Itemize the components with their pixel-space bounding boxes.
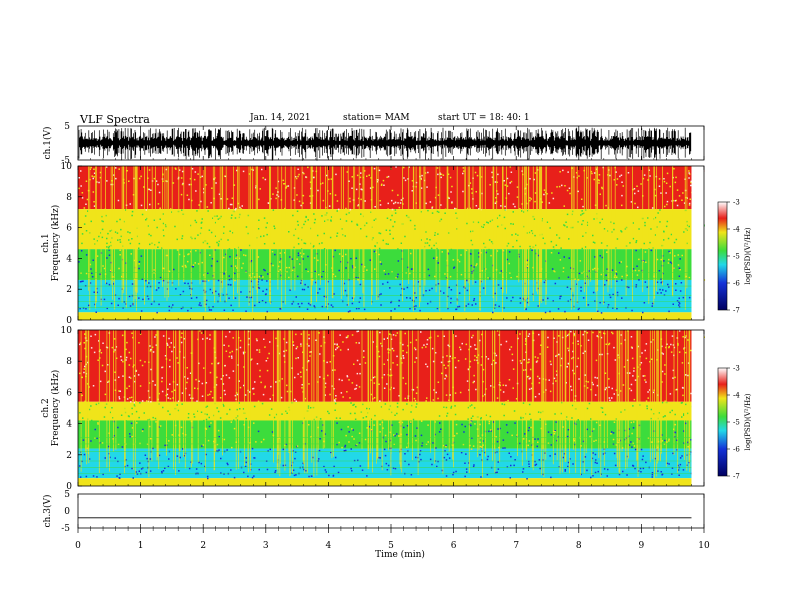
colorbar-tick-label: -4	[733, 392, 740, 400]
xtick-label: 7	[513, 541, 519, 551]
ytick-label: 0	[66, 316, 72, 326]
ch3-ytick-label: -5	[61, 524, 70, 534]
ch2-spectrogram-panel: 0 2 4 6 8 10 ch.2 Frequency (kHz)	[41, 326, 705, 492]
ch1-colorbar-ticks: -3 -4 -5 -6 -7	[727, 199, 740, 315]
ytick-label: 8	[66, 193, 72, 203]
band-yellow	[78, 209, 704, 250]
no-data-region	[691, 166, 704, 320]
speckle-blue	[78, 249, 705, 314]
ytick-label: 6	[66, 388, 72, 398]
station-label: station= MAM	[343, 113, 410, 123]
ytick-label: 2	[66, 451, 72, 461]
colorbar-tick-label: -3	[733, 199, 740, 207]
xtick-label: 3	[263, 541, 269, 551]
x-axis-label: Time (min)	[375, 549, 425, 560]
ch3-ytick-label: 5	[64, 490, 70, 500]
colorbar-tick-label: -3	[733, 365, 740, 373]
xtick-label: 9	[639, 541, 645, 551]
ch2-spectrogram-ylabel-channel: ch.2	[41, 398, 51, 417]
xtick-label: 2	[200, 541, 206, 551]
xtick-label: 5	[388, 541, 394, 551]
sferic-streaks	[88, 166, 688, 313]
ch1-colorbar-label: log(PSD)(V²/Hz)	[744, 227, 752, 284]
ch1-waveform-ytick-label: 5	[64, 122, 70, 132]
ch1-spectrogram-ylabel-channel: ch.1	[41, 233, 51, 252]
ch1-spectrogram-panel: 0 2 4 6 8 10 ch.1 Frequency (kHz)	[41, 162, 706, 326]
ch3-waveform-ylabel: ch.3(V)	[42, 495, 53, 528]
ytick-label: 10	[61, 326, 73, 336]
ch1-spectrogram-ylabel-frequency: Frequency (kHz)	[50, 205, 61, 282]
ch2-spectrogram-ylabel-frequency: Frequency (kHz)	[50, 370, 61, 447]
ch2-colorbar-ticks: -3 -4 -5 -6 -7	[727, 365, 740, 481]
ytick-label: 0	[66, 482, 72, 492]
start-time-label: start UT = 18: 40: 1	[438, 113, 530, 123]
sferic-streaks	[80, 330, 691, 479]
colorbar-tick-label: -7	[733, 473, 740, 481]
xtick-label: 1	[138, 541, 144, 551]
narrowband-lines	[78, 272, 704, 308]
narrowband-lines	[78, 437, 704, 474]
no-data-region	[691, 330, 704, 486]
ch2-colorbar-gradient-bar	[717, 367, 728, 477]
ch1-waveform-trace	[78, 127, 692, 161]
ch1-colorbar: -3 -4 -5 -6 -7 log(PSD)(V²/Hz)	[717, 199, 752, 315]
date-label: Jan. 14, 2021	[250, 113, 311, 123]
xtick-label: 4	[326, 541, 332, 551]
ch2-colorbar: -3 -4 -5 -6 -7 log(PSD)(V²/Hz)	[717, 365, 752, 481]
colorbar-tick-label: -7	[733, 307, 740, 315]
x-axis-ticks: 0 1 2 3 4 5 6 7 8 9 10	[75, 126, 710, 551]
ytick-label: 8	[66, 357, 72, 367]
ch3-waveform-frame	[77, 493, 705, 529]
ch1-spectrogram-heatmap	[78, 166, 706, 320]
ch1-waveform-ylabel: ch.1(V)	[42, 127, 53, 160]
colorbar-tick-label: -6	[733, 280, 740, 288]
colorbar-tick-label: -4	[733, 226, 740, 234]
ytick-label: 4	[66, 254, 72, 264]
ch3-waveform-panel: 5 0 -5 ch.3(V)	[42, 490, 705, 534]
ch2-spectrogram-heatmap	[78, 330, 705, 486]
ch2-spectrogram-yticks: 0 2 4 6 8 10	[61, 326, 82, 492]
ch1-waveform-yticks: 5 -5	[61, 122, 70, 166]
ch1-waveform-ytick-label: -5	[61, 156, 70, 166]
colorbar-tick-label: -5	[733, 253, 740, 261]
ch1-colorbar-gradient-bar	[717, 201, 728, 311]
xtick-label: 0	[75, 541, 81, 551]
xtick-label: 6	[451, 541, 457, 551]
speckle-green	[79, 401, 705, 422]
ch3-waveform-yticks: 5 0 -5	[61, 490, 70, 534]
ch1-waveform-path	[78, 127, 692, 161]
xtick-label: 8	[576, 541, 582, 551]
ch1-waveform-panel: 5 -5 ch.1(V)	[42, 122, 705, 166]
xtick-label: 10	[698, 541, 710, 551]
ytick-label: 6	[66, 224, 72, 234]
figure-title: VLF Spectra	[80, 113, 150, 126]
ch1-spectrogram-yticks: 0 2 4 6 8 10	[61, 162, 82, 326]
band-red	[78, 166, 704, 210]
colorbar-tick-label: -5	[733, 419, 740, 427]
ch2-colorbar-label: log(PSD)(V²/Hz)	[744, 393, 752, 450]
ytick-label: 10	[61, 162, 73, 172]
ytick-label: 4	[66, 420, 72, 430]
ch3-ytick-label: 0	[64, 507, 70, 517]
band-green	[78, 249, 704, 280]
ytick-label: 2	[66, 285, 72, 295]
colorbar-tick-label: -6	[733, 446, 740, 454]
